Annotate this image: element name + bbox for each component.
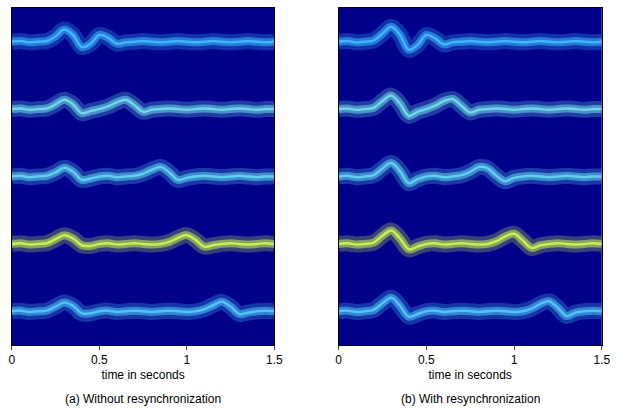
svg-text:(b) With resynchronization: (b) With resynchronization bbox=[401, 392, 540, 406]
svg-text:1.5: 1.5 bbox=[266, 353, 283, 367]
svg-text:time in seconds: time in seconds bbox=[428, 368, 511, 382]
svg-text:(a) Without resynchronization: (a) Without resynchronization bbox=[65, 392, 221, 406]
svg-text:0: 0 bbox=[8, 353, 15, 367]
svg-text:0: 0 bbox=[335, 353, 342, 367]
svg-text:1: 1 bbox=[183, 353, 190, 367]
svg-text:0.5: 0.5 bbox=[418, 353, 435, 367]
svg-text:1: 1 bbox=[511, 353, 518, 367]
svg-text:time in seconds: time in seconds bbox=[101, 368, 184, 382]
svg-text:0.5: 0.5 bbox=[91, 353, 108, 367]
svg-text:1.5: 1.5 bbox=[593, 353, 610, 367]
